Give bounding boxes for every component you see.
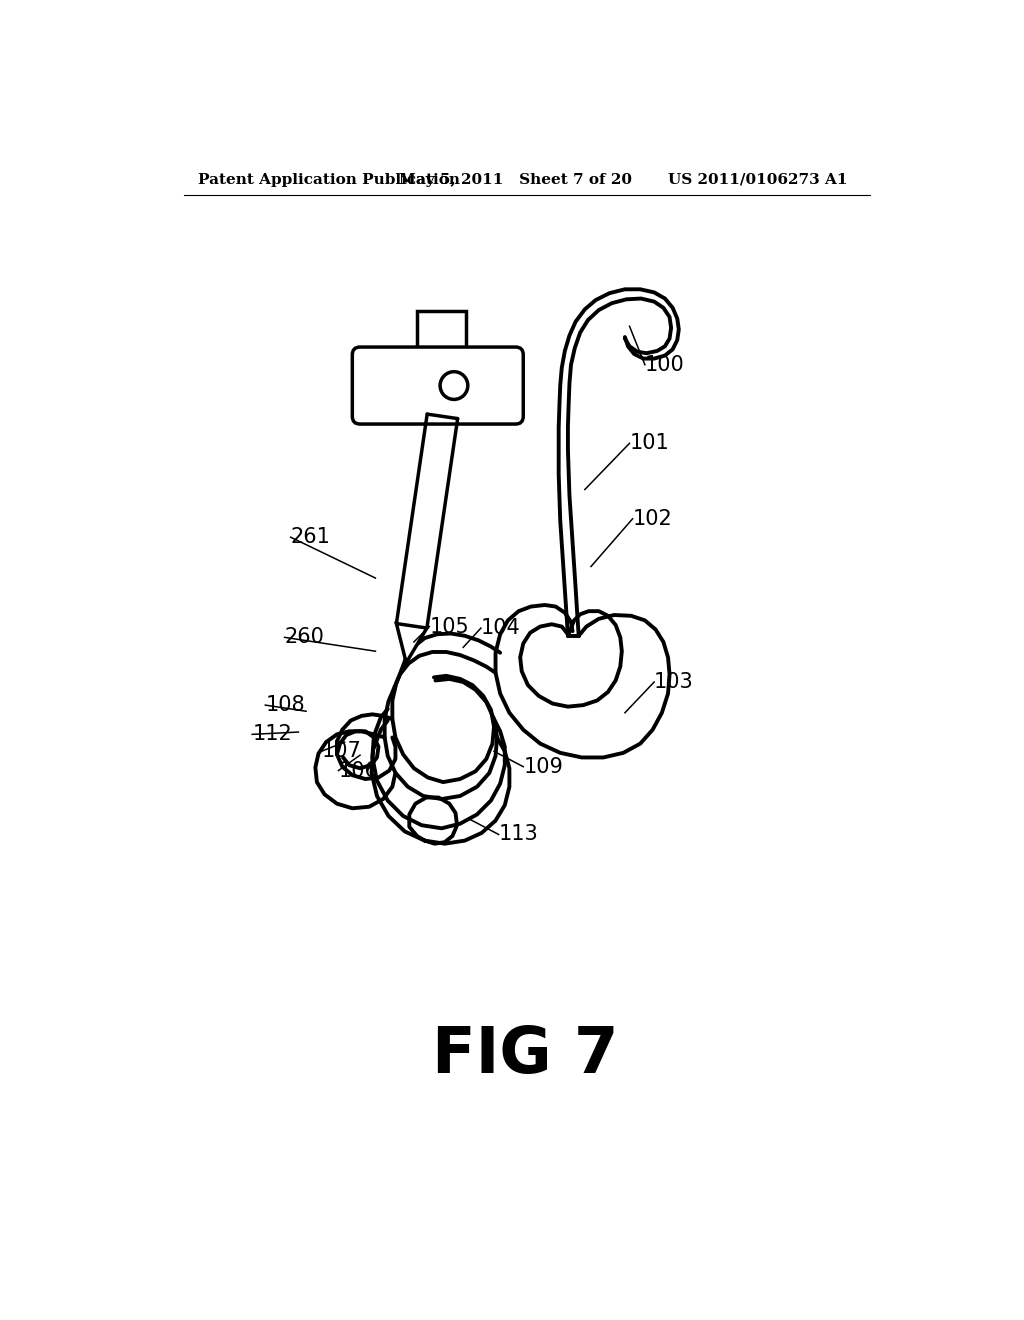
Polygon shape <box>396 414 458 628</box>
Text: 104: 104 <box>481 618 520 638</box>
Text: 100: 100 <box>645 355 685 375</box>
Text: 107: 107 <box>322 742 361 762</box>
Text: 261: 261 <box>291 527 331 548</box>
Text: FIG 7: FIG 7 <box>431 1024 618 1086</box>
Text: US 2011/0106273 A1: US 2011/0106273 A1 <box>668 173 848 187</box>
Text: 113: 113 <box>499 825 539 845</box>
Text: 105: 105 <box>429 616 469 636</box>
Text: 108: 108 <box>265 696 305 715</box>
Text: 103: 103 <box>654 672 694 692</box>
Text: 101: 101 <box>630 433 670 453</box>
Text: 109: 109 <box>523 756 563 776</box>
Text: 112: 112 <box>252 725 292 744</box>
Text: 260: 260 <box>285 627 325 647</box>
Text: 106: 106 <box>339 760 378 780</box>
Text: Patent Application Publication: Patent Application Publication <box>199 173 461 187</box>
Circle shape <box>440 372 468 400</box>
Text: May 5, 2011   Sheet 7 of 20: May 5, 2011 Sheet 7 of 20 <box>398 173 632 187</box>
FancyBboxPatch shape <box>352 347 523 424</box>
Text: 102: 102 <box>633 508 673 529</box>
FancyBboxPatch shape <box>417 312 466 358</box>
Polygon shape <box>396 623 427 663</box>
